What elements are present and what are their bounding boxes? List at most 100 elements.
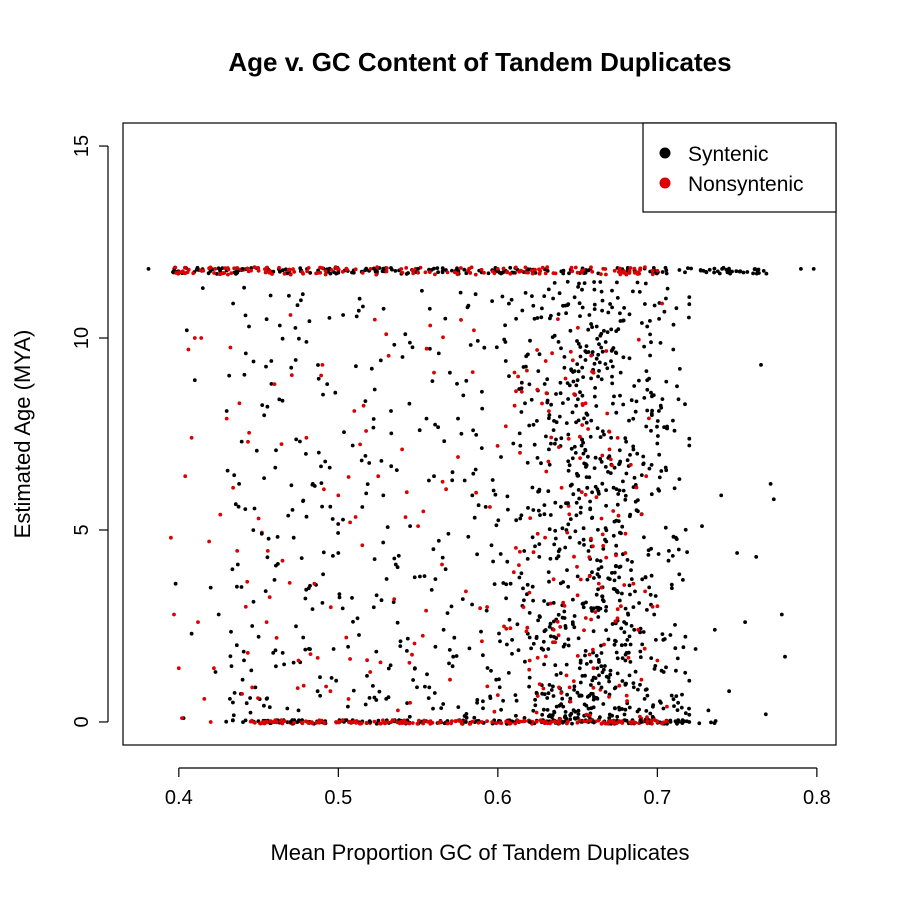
data-point-syntenic [432, 691, 437, 695]
data-point-syntenic [286, 513, 291, 518]
data-point-syntenic [811, 267, 816, 271]
data-point-syntenic [588, 659, 593, 664]
data-point-syntenic [625, 638, 630, 642]
data-point-syntenic [532, 316, 537, 321]
data-point-syntenic [566, 522, 571, 527]
data-point-syntenic [674, 306, 679, 311]
data-point-nonsyntenic [622, 583, 627, 587]
data-point-syntenic [280, 336, 285, 341]
data-point-nonsyntenic [582, 719, 586, 724]
data-point-nonsyntenic [372, 317, 377, 322]
data-point-syntenic [242, 372, 247, 377]
data-point-nonsyntenic [212, 271, 217, 275]
data-point-syntenic [548, 621, 553, 626]
data-point-syntenic [556, 549, 561, 554]
data-point-syntenic [516, 648, 521, 653]
data-point-syntenic [299, 556, 304, 560]
data-point-nonsyntenic [476, 720, 481, 725]
data-point-syntenic [608, 672, 613, 677]
data-point-nonsyntenic [590, 269, 595, 274]
data-point-syntenic [549, 688, 554, 692]
data-point-nonsyntenic [612, 268, 617, 273]
data-point-syntenic [424, 416, 429, 421]
data-point-nonsyntenic [320, 266, 325, 270]
data-point-syntenic [440, 269, 445, 273]
data-point-syntenic [432, 266, 436, 271]
data-point-syntenic [608, 471, 613, 475]
plot-frame [122, 122, 837, 746]
data-point-syntenic [436, 270, 440, 275]
data-point-syntenic [249, 668, 254, 673]
data-point-syntenic [597, 342, 601, 346]
data-point-syntenic [575, 473, 580, 478]
data-point-nonsyntenic [508, 626, 513, 631]
data-point-nonsyntenic [544, 469, 549, 474]
data-point-syntenic [581, 605, 586, 610]
data-point-syntenic [609, 327, 614, 332]
data-point-syntenic [280, 398, 285, 403]
data-point-syntenic [655, 419, 660, 423]
data-point-syntenic [291, 535, 296, 540]
data-point-syntenic [603, 340, 608, 344]
data-point-nonsyntenic [416, 270, 420, 275]
data-point-nonsyntenic [544, 391, 549, 396]
data-point-syntenic [303, 647, 308, 652]
data-point-syntenic [621, 488, 626, 493]
data-point-syntenic [577, 301, 582, 306]
data-point-syntenic [613, 706, 617, 711]
data-point-syntenic [568, 328, 573, 333]
data-point-nonsyntenic [386, 353, 391, 358]
data-point-syntenic [356, 308, 361, 313]
data-point-syntenic [603, 690, 608, 694]
data-point-syntenic [508, 265, 513, 270]
data-point-nonsyntenic [655, 720, 660, 724]
data-point-syntenic [346, 704, 350, 709]
data-point-syntenic [621, 402, 626, 407]
data-point-syntenic [553, 441, 557, 446]
data-point-nonsyntenic [524, 629, 529, 634]
data-point-nonsyntenic [650, 721, 654, 726]
data-point-syntenic [590, 490, 594, 495]
data-point-nonsyntenic [472, 328, 476, 333]
data-point-nonsyntenic [480, 639, 484, 644]
data-point-syntenic [628, 512, 633, 517]
data-point-nonsyntenic [452, 270, 457, 275]
data-point-nonsyntenic [245, 266, 250, 271]
data-point-syntenic [268, 293, 273, 298]
data-point-syntenic [594, 404, 599, 408]
data-point-syntenic [645, 324, 650, 329]
data-point-nonsyntenic [599, 721, 604, 726]
data-point-syntenic [599, 331, 604, 336]
data-point-syntenic [631, 447, 636, 452]
data-point-syntenic [243, 351, 248, 356]
data-point-syntenic [242, 658, 246, 663]
data-point-syntenic [350, 596, 354, 600]
data-point-nonsyntenic [264, 620, 269, 624]
data-point-syntenic [706, 708, 711, 713]
data-point-syntenic [642, 535, 646, 540]
data-point-syntenic [580, 437, 584, 442]
data-point-syntenic [592, 394, 597, 399]
data-point-syntenic [583, 653, 587, 658]
data-point-nonsyntenic [317, 718, 322, 723]
data-point-syntenic [669, 693, 674, 698]
data-point-syntenic [675, 708, 680, 712]
data-point-syntenic [548, 513, 553, 517]
data-point-nonsyntenic [359, 721, 364, 725]
data-point-syntenic [449, 604, 454, 609]
data-point-syntenic [514, 316, 518, 321]
data-point-nonsyntenic [374, 272, 379, 277]
data-point-syntenic [636, 687, 640, 692]
data-point-syntenic [582, 281, 587, 285]
data-point-nonsyntenic [591, 647, 595, 652]
data-point-syntenic [764, 271, 769, 276]
data-point-syntenic [645, 408, 650, 413]
data-point-syntenic [472, 515, 477, 520]
data-point-syntenic [597, 673, 601, 678]
data-point-syntenic [472, 715, 477, 720]
data-point-syntenic [321, 550, 326, 555]
data-point-syntenic [611, 401, 615, 406]
data-point-syntenic [590, 325, 594, 329]
data-point-syntenic [617, 575, 621, 580]
data-point-syntenic [644, 369, 649, 373]
